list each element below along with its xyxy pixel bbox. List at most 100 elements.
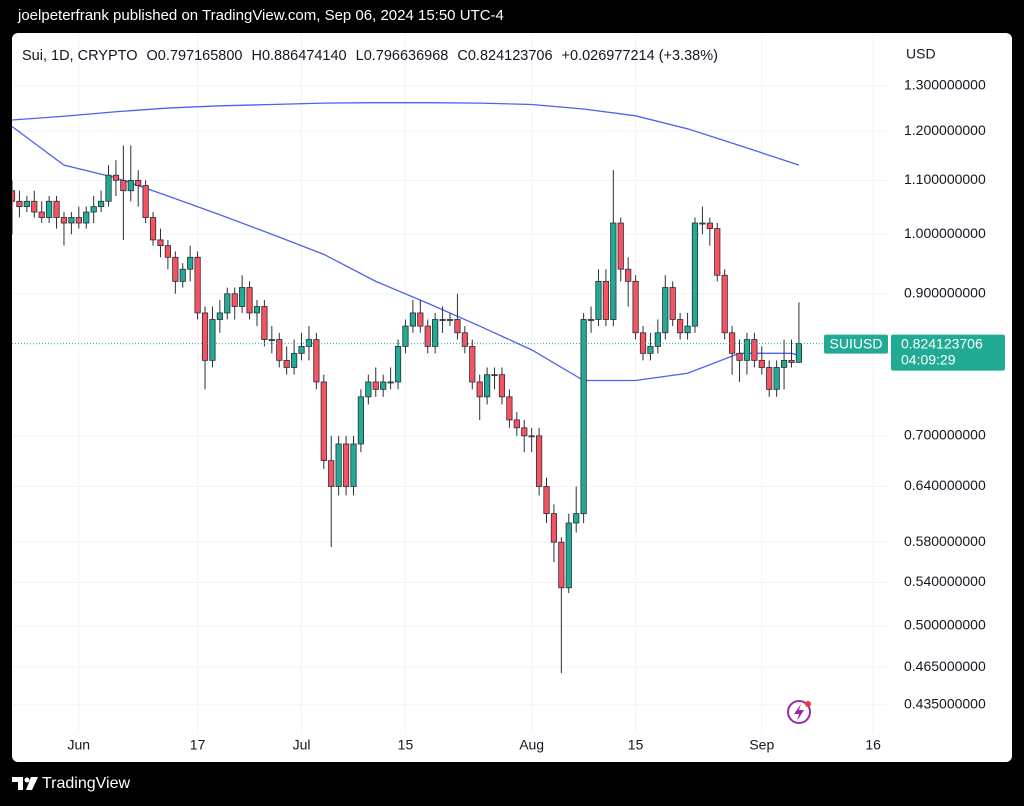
candle-body [320,381,327,461]
axes: 0.435000000 0.465000000 0.500000000 0.54000… [68,77,1005,753]
candle-body [602,280,609,320]
candle-body [647,345,654,354]
x-tick-label: 15 [628,737,644,753]
candle-body [446,319,454,321]
legend-change: +0.026977214 (+3.38%) [562,48,718,64]
y-tick-label: 0.435000000 [904,695,986,711]
candle-body [484,374,491,398]
candle-body [565,522,572,589]
candle-body [298,345,305,354]
candle-body [461,332,468,347]
legend-value: 0.797165800 [158,48,243,64]
alert-icon [787,700,811,724]
y-tick-label: 0.540000000 [904,573,986,589]
candle-body [335,443,342,487]
countdown-label: 04:09:29 [901,351,956,367]
candle-body [654,332,661,347]
candle-body [75,217,82,224]
candle-body [387,381,394,384]
y-tick-label: 1.100000000 [904,171,986,187]
candle-body [209,319,216,361]
candle-body [528,435,535,438]
candle-body [342,443,350,487]
candle-body [261,306,268,340]
candle-body [550,513,558,543]
candle-body [691,222,699,327]
y-tick-label: 0.465000000 [904,658,986,674]
candle-body [164,245,171,258]
legend-key: L [356,48,364,64]
x-tick-label: 15 [398,737,414,753]
candle-body [83,211,90,224]
candle-body [105,174,112,202]
candle-body [68,217,75,224]
candle-body [795,343,803,363]
x-tick-label: 16 [865,737,881,753]
candle-body [625,268,632,282]
candle-body [38,211,45,218]
currency: USD [906,46,936,62]
y-tick-label: 1.300000000 [904,77,986,93]
candle-body [350,443,357,487]
legend-value: 0.824123706 [468,48,553,64]
y-tick-label: 0.900000000 [904,284,986,300]
candle-body [394,345,402,383]
candle-body [751,339,758,361]
candle-body [194,256,201,314]
candle-body [402,325,409,347]
candle-body [684,325,691,334]
candle-body [758,359,765,368]
candle-body [521,427,528,437]
candle-body [439,319,446,321]
candle-body [736,352,743,361]
candle-body [224,293,231,314]
candle-body [239,287,246,307]
moving-average [12,102,800,166]
candle-body [417,312,424,327]
x-tick-label: Jun [68,737,91,753]
x-tick-label: Aug [519,737,544,753]
candle-body [268,339,275,341]
candle-body [610,222,617,320]
price-tag [891,334,1005,371]
candle-body [23,200,30,208]
y-tick-label: 0.500000000 [904,617,986,633]
legend-key: H [251,48,261,64]
ohlc-legend: Sui, 1D, CRYPTO O0.797165800 H0.886474140 L… [22,48,718,64]
brand: TradingView [42,775,130,792]
candle-body [587,319,595,321]
x-tick-label: Jul [293,737,311,753]
candle-body [276,339,283,361]
candle-body [558,541,565,589]
candle-body [372,381,379,390]
candle-body [46,200,53,218]
candle-body [253,306,261,314]
candle-body [380,381,387,390]
candle-body [773,367,780,390]
candle-body [469,345,476,383]
candle-body [706,222,713,229]
candle-body [639,332,647,354]
candle-body [112,174,120,181]
candle-body [305,339,313,347]
x-tick-label: 17 [190,737,206,753]
candle-body [142,185,149,218]
candle-body [669,287,676,320]
candle-body [506,396,513,421]
candle-body [699,222,706,225]
candle-body [513,419,520,429]
candle-body [157,239,164,247]
candle-body [216,312,223,320]
y-tick-label: 0.640000000 [904,477,986,493]
candle-body [283,359,290,368]
candle-body [573,513,580,524]
candle-body [617,222,624,270]
candle-body [313,339,320,383]
candle-body [595,280,602,320]
candle-body [120,179,127,192]
candle-body [328,460,335,487]
legend-symbol: Sui, 1D, CRYPTO [22,48,138,64]
y-tick-label: 0.700000000 [904,427,986,443]
candle-body [12,190,16,202]
